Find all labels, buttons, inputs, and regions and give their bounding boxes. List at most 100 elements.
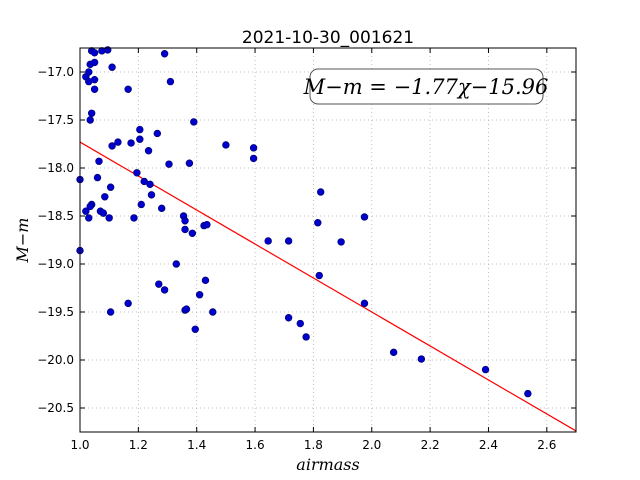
data-point: [124, 85, 132, 93]
data-point: [317, 188, 325, 196]
data-point: [90, 85, 99, 93]
y-tick-label: −20.0: [37, 353, 74, 367]
data-point: [360, 213, 369, 221]
data-point: [160, 50, 169, 58]
data-point: [264, 237, 272, 245]
data-point: [86, 202, 94, 211]
y-tick-label: −17.0: [37, 65, 74, 79]
data-point: [249, 144, 258, 152]
data-point: [114, 138, 122, 146]
data-point: [314, 219, 322, 227]
data-point: [144, 147, 153, 155]
data-point: [106, 308, 115, 316]
data-point: [127, 139, 135, 147]
data-point: [524, 389, 532, 398]
data-point: [302, 333, 310, 341]
grid: [79, 48, 576, 432]
data-point: [284, 314, 293, 322]
data-point: [130, 214, 138, 222]
data-point: [190, 118, 198, 126]
fit-layer: [79, 141, 577, 432]
data-point: [101, 193, 109, 201]
y-tick-label: −18.0: [37, 161, 74, 175]
x-tick-labels: 1.0 1.2 1.4 1.6 1.8 2.0 2.2 2.4 2.6: [70, 438, 556, 452]
data-point: [86, 116, 94, 124]
data-point: [90, 58, 99, 67]
data-point: [155, 280, 163, 288]
plot-frame: [79, 47, 577, 433]
data-point: [95, 157, 103, 165]
data-point: [481, 365, 490, 374]
data-point: [188, 229, 197, 237]
y-tick-label: −18.5: [37, 209, 74, 223]
y-tick-labels: −17.0 −17.5 −18.0 −18.5 −19.0 −19.5 −20.0 −20.5: [37, 65, 74, 415]
data-point: [90, 49, 99, 57]
x-tick-label: 1.6: [246, 438, 265, 452]
data-point: [93, 173, 102, 182]
data-point: [182, 305, 191, 313]
data-point: [284, 237, 293, 245]
data-point: [185, 159, 194, 167]
data-point: [87, 109, 96, 117]
plot-area: [80, 48, 576, 432]
y-axis-label: M−m: [13, 218, 32, 264]
data-point: [85, 68, 93, 76]
data-point: [153, 129, 162, 138]
data-point: [203, 220, 211, 229]
data-point: [191, 325, 199, 333]
x-axis-label: airmass: [296, 455, 359, 474]
data-point: [201, 276, 210, 285]
annotation-text: M−m = −1.77χ−15.96: [303, 75, 549, 99]
chart-title: 2021-10-30_001621: [242, 28, 414, 48]
data-point: [222, 141, 230, 149]
data-points: [76, 46, 532, 398]
data-point: [360, 299, 369, 308]
fit-line: [79, 141, 577, 432]
data-point: [146, 180, 154, 189]
data-point: [181, 217, 189, 225]
y-tick-label: −19.0: [37, 257, 74, 271]
data-point: [136, 135, 144, 143]
data-point: [90, 75, 99, 84]
data-point: [315, 271, 323, 280]
data-point: [249, 154, 258, 163]
y-tick-label: −19.5: [37, 305, 74, 319]
data-point: [124, 299, 132, 308]
data-point: [106, 183, 115, 191]
data-point: [108, 63, 116, 71]
data-point: [137, 200, 145, 209]
annotation-box: [309, 68, 544, 105]
data-point: [99, 209, 108, 217]
data-point: [160, 286, 169, 294]
data-point: [166, 77, 175, 86]
x-tick-label: 2.0: [362, 438, 381, 452]
data-point: [296, 319, 304, 328]
data-point: [147, 191, 156, 199]
ticks: [79, 48, 576, 432]
data-point: [136, 125, 144, 134]
data-point: [82, 207, 90, 215]
data-point: [209, 308, 217, 316]
data-point: [105, 214, 113, 222]
fit-annotation: M−m = −1.77χ−15.96: [303, 68, 549, 105]
y-tick-label: −17.5: [37, 113, 74, 127]
data-point: [108, 142, 116, 150]
data-point: [337, 238, 345, 246]
data-point: [140, 177, 148, 186]
x-tick-label: 2.2: [421, 438, 440, 452]
x-tick-label: 2.6: [537, 438, 556, 452]
x-tick-label: 1.2: [129, 438, 148, 452]
data-point: [389, 348, 398, 357]
data-point: [133, 169, 141, 177]
y-tick-label: −20.5: [37, 401, 74, 415]
data-point: [417, 355, 426, 363]
data-point: [181, 225, 189, 234]
data-point: [195, 291, 204, 299]
x-tick-label: 1.8: [304, 438, 323, 452]
x-tick-label: 1.0: [70, 438, 89, 452]
data-point: [172, 260, 180, 268]
data-point: [85, 214, 93, 222]
x-tick-label: 1.4: [187, 438, 206, 452]
data-point: [165, 160, 173, 168]
